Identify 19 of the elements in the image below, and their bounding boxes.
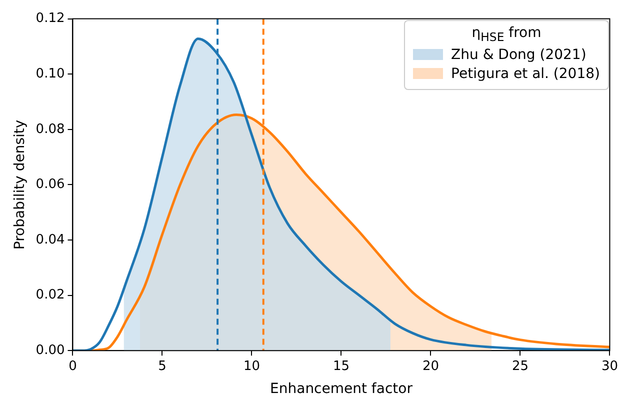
y-tick-label: 0.08 <box>36 122 65 137</box>
legend-label: Zhu & Dong (2021) <box>451 46 586 63</box>
x-tick-label: 10 <box>243 358 260 374</box>
x-tick-label: 15 <box>332 358 350 374</box>
x-tick-label: 20 <box>422 358 440 374</box>
y-tick-label: 0.12 <box>36 11 65 26</box>
legend-title: η$_{HSE}$ from <box>470 25 542 44</box>
y-tick-label: 0.00 <box>36 342 65 358</box>
x-tick-label: 0 <box>68 358 77 374</box>
x-tick-label: 5 <box>158 358 166 374</box>
x-tick-label: 30 <box>601 358 618 374</box>
y-tick-label: 0.10 <box>36 66 65 82</box>
x-axis-title: Enhancement factor <box>270 381 413 398</box>
legend-label: Petigura et al. (2018) <box>451 66 600 82</box>
y-axis-title: Probability density <box>12 120 28 250</box>
y-tick-label: 0.04 <box>36 232 65 248</box>
y-tick-label: 0.02 <box>36 288 65 303</box>
y-tick-label: 0.06 <box>36 177 65 192</box>
x-tick-label: 25 <box>512 358 529 374</box>
